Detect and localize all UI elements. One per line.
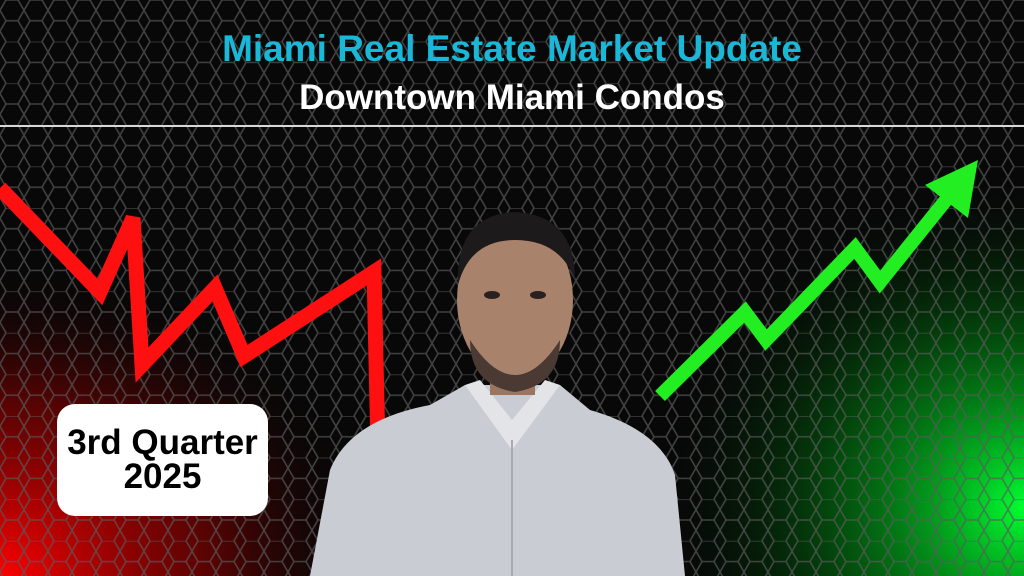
down-trend-line-icon: [0, 182, 386, 449]
presenter-photo: [310, 212, 685, 576]
divider: [0, 125, 1024, 127]
page-subtitle: Downtown Miami Condos: [299, 78, 725, 117]
up-trend-arrow-icon: [655, 160, 978, 401]
page-title: Miami Real Estate Market Update: [222, 28, 802, 69]
quarter-label: 3rd Quarter: [67, 423, 258, 462]
quarter-badge: 3rd Quarter 2025: [57, 404, 268, 516]
year-label: 2025: [123, 457, 202, 496]
